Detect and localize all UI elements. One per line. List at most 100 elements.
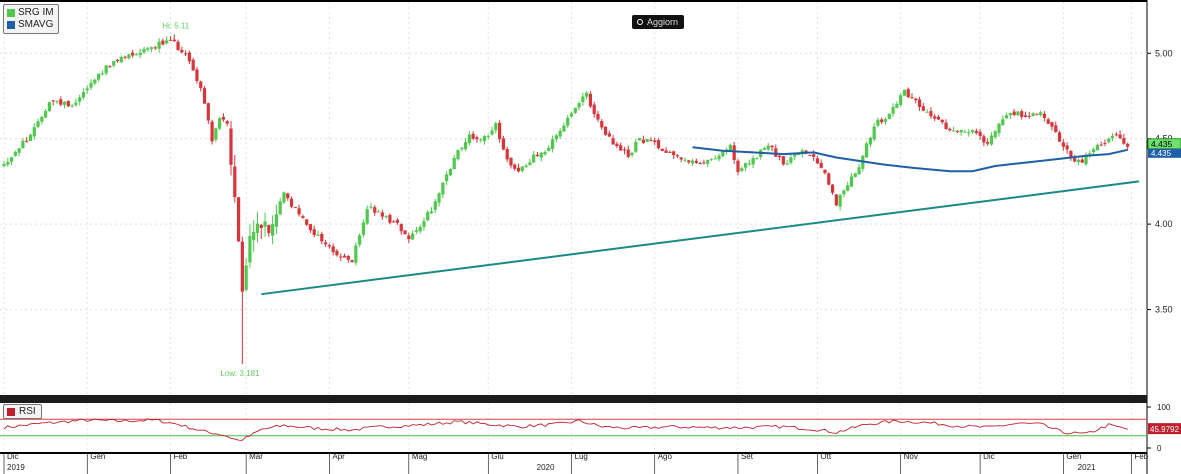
- candle-body: [380, 212, 384, 217]
- rsi-swatch-icon: [7, 407, 15, 416]
- candle-body: [1126, 143, 1130, 147]
- candle-body: [165, 40, 169, 44]
- candle-body: [887, 113, 891, 119]
- candle-body: [335, 250, 339, 256]
- candle-body: [1061, 142, 1065, 147]
- candle-body: [917, 99, 922, 108]
- candle-body: [645, 139, 649, 142]
- candle-body: [751, 157, 755, 165]
- candle-body: [1103, 142, 1107, 144]
- low-annotation: Low: 3.181: [220, 369, 260, 378]
- candle-body: [339, 256, 343, 258]
- candle-body: [513, 164, 517, 169]
- candle-body: [89, 82, 93, 88]
- candle-body: [1054, 125, 1058, 133]
- chart-legend[interactable]: SRG IM SMAVG: [3, 4, 59, 34]
- candle-body: [320, 233, 324, 242]
- y-tick-label: 5.00: [1155, 48, 1173, 58]
- rsi-tick-label: 100: [1157, 403, 1171, 412]
- candle-body: [184, 53, 188, 55]
- candle-body: [944, 122, 948, 129]
- candle-body: [717, 155, 721, 160]
- candle-body: [47, 102, 51, 112]
- candle-body: [134, 54, 139, 56]
- candle-body: [872, 126, 876, 140]
- candle-body: [233, 166, 237, 198]
- candle-body: [161, 40, 165, 45]
- candle-body: [176, 41, 180, 51]
- legend-item-srg[interactable]: SRG IM: [7, 7, 54, 19]
- candle-body: [815, 158, 820, 164]
- candle-body: [732, 145, 736, 161]
- candles-group: [2, 34, 1130, 365]
- legend-item-smavg[interactable]: SMAVG: [7, 19, 54, 31]
- candle-body: [74, 102, 78, 106]
- candle-body: [940, 119, 944, 123]
- candle-body: [558, 130, 562, 137]
- candle-body: [868, 137, 872, 145]
- year-label: 2019: [7, 463, 25, 472]
- candle-body: [1027, 115, 1031, 117]
- candle-body: [85, 88, 89, 91]
- candle-body: [127, 54, 131, 59]
- candle-body: [108, 66, 112, 68]
- x-tick-label: Dic: [983, 452, 995, 461]
- candle-body: [199, 81, 203, 89]
- candle-body: [562, 125, 566, 132]
- candle-body: [1065, 145, 1069, 150]
- candle-body: [100, 73, 104, 75]
- candle-body: [229, 128, 233, 165]
- candle-body: [191, 59, 195, 71]
- candle-body: [603, 126, 608, 135]
- candle-body: [327, 245, 331, 247]
- candle-body: [255, 223, 260, 233]
- candle-body: [395, 219, 400, 223]
- candle-body: [225, 121, 229, 124]
- candle-body: [289, 198, 294, 207]
- candle-body: [933, 116, 937, 119]
- candle-body: [834, 194, 838, 206]
- candle-body: [32, 127, 36, 137]
- candle-body: [997, 123, 1001, 134]
- candle-body: [146, 48, 150, 50]
- candle-body: [849, 176, 854, 187]
- candle-body: [554, 135, 558, 140]
- candle-body: [743, 163, 748, 168]
- candle-body: [774, 148, 778, 157]
- candle-body: [709, 159, 714, 161]
- candle-body: [1073, 158, 1077, 162]
- candle-body: [611, 138, 615, 145]
- y-axis-panel: [1147, 0, 1181, 474]
- candle-body: [414, 230, 418, 232]
- candle-body: [505, 148, 509, 160]
- candle-body: [535, 154, 540, 157]
- update-button-label: Aggiorn: [647, 17, 679, 27]
- candle-body: [1023, 115, 1028, 117]
- candle-body: [1039, 112, 1043, 116]
- candle-body: [240, 241, 244, 292]
- candle-body: [626, 149, 630, 157]
- update-button[interactable]: Aggiorn: [632, 15, 685, 29]
- candle-body: [490, 130, 494, 135]
- candle-body: [853, 173, 857, 178]
- candle-body: [1046, 119, 1050, 124]
- x-tick-label: Dic: [7, 452, 19, 461]
- candle-body: [407, 235, 411, 240]
- candle-body: [342, 255, 347, 258]
- radio-dot-icon: [637, 19, 643, 25]
- candle-body: [808, 154, 812, 156]
- candle-body: [993, 131, 997, 138]
- year-label: 2020: [537, 463, 555, 472]
- candle-body: [842, 190, 846, 195]
- candle-body: [592, 104, 596, 115]
- candle-body: [793, 153, 797, 157]
- candle-body: [914, 98, 918, 101]
- candle-body: [51, 100, 55, 102]
- candle-body: [830, 184, 835, 193]
- candle-body: [463, 142, 468, 150]
- candle-body: [2, 164, 6, 167]
- rsi-legend[interactable]: RSI: [3, 404, 42, 419]
- candle-body: [622, 149, 627, 151]
